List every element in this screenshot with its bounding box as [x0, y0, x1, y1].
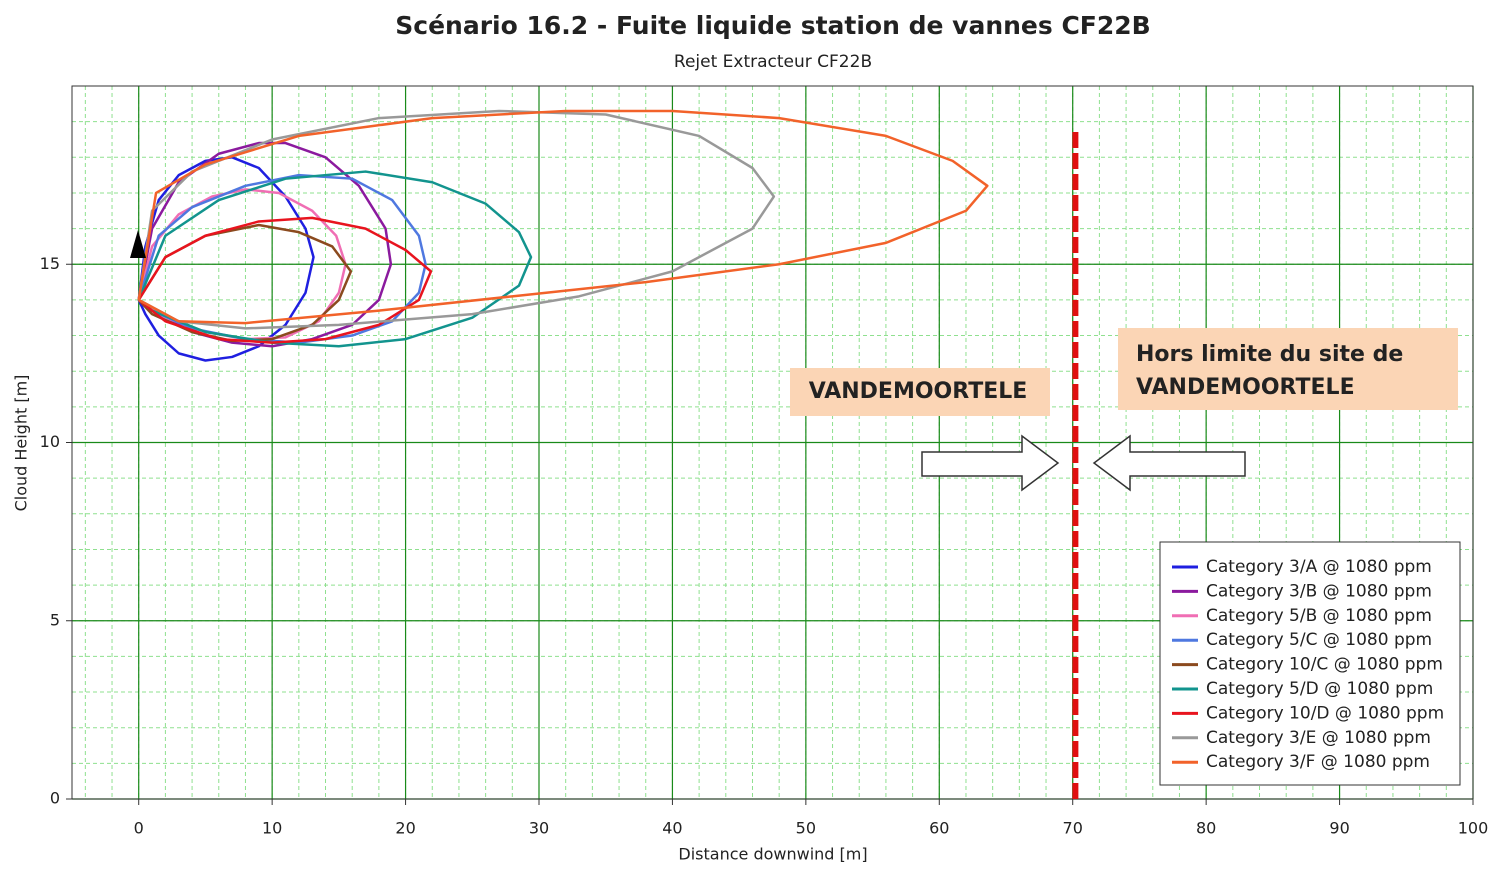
x-tick-label: 30: [529, 819, 549, 838]
x-tick-label: 60: [929, 819, 949, 838]
annotation-box: [790, 368, 1050, 416]
legend-label: Category 3/E @ 1080 ppm: [1206, 728, 1431, 748]
x-tick-label: 40: [662, 819, 682, 838]
legend-label: Category 5/D @ 1080 ppm: [1206, 679, 1433, 699]
x-tick-label: 90: [1329, 819, 1349, 838]
legend-box: [1159, 541, 1461, 786]
y-tick-label: 0: [50, 789, 60, 808]
y-axis-label: Cloud Height [m]: [12, 375, 31, 512]
x-tick-label: 0: [134, 819, 144, 838]
legend-label: Category 10/C @ 1080 ppm: [1206, 655, 1443, 675]
cloud-contour: [137, 109, 989, 325]
arrow-right: [921, 434, 1060, 492]
annotation-box: [1118, 328, 1458, 410]
x-tick-label: 20: [395, 819, 415, 838]
x-tick-label: 100: [1458, 819, 1489, 838]
curves: [137, 109, 989, 362]
annotation-text: VANDEMOORTELE: [809, 379, 1028, 404]
annotations: VANDEMOORTELE Hors limite du site de VAN…: [790, 128, 1458, 799]
x-tick-label: 80: [1196, 819, 1216, 838]
x-axis-label: Distance downwind [m]: [678, 845, 867, 864]
legend-label: Category 5/B @ 1080 ppm: [1206, 606, 1432, 626]
cloud-contour: [137, 173, 427, 344]
y-tick-label: 10: [40, 432, 60, 451]
cloud-contour: [137, 109, 776, 330]
x-tick-label: 10: [262, 819, 282, 838]
cloud-contour: [137, 216, 433, 344]
source-marker: [130, 230, 146, 258]
cloud-contour: [137, 156, 315, 362]
annotation-text: Hors limite du site de: [1136, 342, 1403, 367]
legend-label: Category 3/F @ 1080 ppm: [1206, 752, 1430, 772]
arrow-left: [1092, 434, 1246, 492]
cloud-contour: [137, 170, 533, 348]
legend-label: Category 3/B @ 1080 ppm: [1206, 581, 1432, 601]
x-tick-label: 50: [796, 819, 816, 838]
y-tick-label: 15: [40, 254, 60, 273]
legend-label: Category 10/D @ 1080 ppm: [1206, 703, 1444, 723]
legend: Category 3/A @ 1080 ppm Category 3/B @ 10…: [1159, 541, 1461, 786]
cloud-contour: [137, 141, 393, 348]
chart-title: Scénario 16.2 - Fuite liquide station de…: [395, 11, 1150, 40]
legend-label: Category 5/C @ 1080 ppm: [1206, 630, 1432, 650]
legend-label: Category 3/A @ 1080 ppm: [1206, 557, 1432, 577]
annotation-text: VANDEMOORTELE: [1136, 375, 1355, 400]
chart-subtitle: Rejet Extracteur CF22B: [674, 52, 872, 72]
x-tick-label: 70: [1063, 819, 1083, 838]
y-tick-label: 5: [50, 610, 60, 629]
